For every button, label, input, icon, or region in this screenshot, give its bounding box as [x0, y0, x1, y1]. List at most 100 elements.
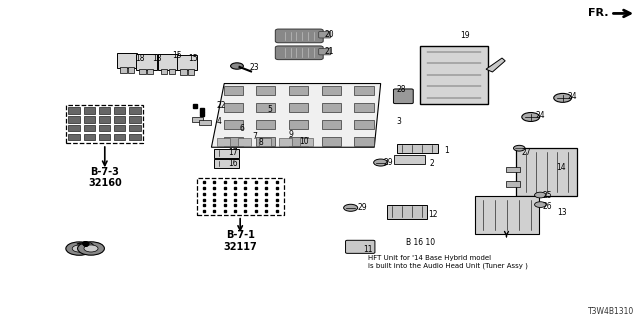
Text: 29: 29 [384, 158, 394, 167]
FancyBboxPatch shape [289, 86, 308, 95]
Text: B-7-3
32160: B-7-3 32160 [88, 167, 122, 188]
Text: 19: 19 [461, 31, 470, 40]
FancyBboxPatch shape [506, 181, 520, 187]
FancyBboxPatch shape [289, 120, 308, 129]
FancyBboxPatch shape [68, 108, 80, 114]
FancyBboxPatch shape [147, 68, 154, 74]
FancyBboxPatch shape [420, 46, 488, 104]
Circle shape [513, 145, 525, 151]
FancyBboxPatch shape [99, 108, 110, 114]
Text: 24: 24 [567, 92, 577, 101]
FancyBboxPatch shape [322, 86, 341, 95]
Text: 1: 1 [444, 146, 449, 155]
FancyBboxPatch shape [84, 116, 95, 123]
FancyBboxPatch shape [120, 67, 127, 73]
FancyBboxPatch shape [223, 137, 243, 146]
Text: 29: 29 [357, 203, 367, 212]
Circle shape [534, 202, 546, 207]
Text: 8: 8 [259, 138, 264, 147]
FancyBboxPatch shape [188, 69, 194, 75]
Text: 2: 2 [430, 159, 435, 168]
Text: HFT Unit for '14 Base Hybrid model
is built into the Audio Head Unit (Tuner Assy: HFT Unit for '14 Base Hybrid model is bu… [368, 255, 528, 269]
FancyBboxPatch shape [355, 86, 374, 95]
Circle shape [77, 242, 104, 255]
Text: 18: 18 [153, 53, 162, 62]
Text: 18: 18 [135, 53, 144, 62]
FancyBboxPatch shape [275, 46, 323, 60]
FancyBboxPatch shape [128, 67, 134, 73]
Text: 27: 27 [521, 148, 531, 156]
FancyBboxPatch shape [169, 68, 175, 74]
Text: 11: 11 [364, 245, 373, 254]
Text: 21: 21 [324, 47, 334, 56]
Polygon shape [486, 58, 505, 72]
FancyBboxPatch shape [140, 68, 146, 74]
FancyBboxPatch shape [158, 54, 178, 70]
FancyBboxPatch shape [68, 125, 80, 131]
FancyBboxPatch shape [322, 120, 341, 129]
FancyBboxPatch shape [346, 240, 375, 253]
FancyBboxPatch shape [223, 103, 243, 112]
FancyBboxPatch shape [84, 125, 95, 131]
FancyBboxPatch shape [516, 148, 577, 196]
FancyBboxPatch shape [223, 120, 243, 129]
FancyBboxPatch shape [84, 108, 95, 114]
FancyBboxPatch shape [180, 69, 186, 75]
FancyBboxPatch shape [99, 125, 110, 131]
FancyBboxPatch shape [394, 89, 413, 104]
FancyBboxPatch shape [191, 117, 203, 122]
FancyBboxPatch shape [256, 86, 275, 95]
FancyBboxPatch shape [84, 133, 95, 140]
FancyBboxPatch shape [280, 138, 292, 146]
Text: 17: 17 [228, 148, 238, 156]
Circle shape [230, 63, 243, 69]
FancyBboxPatch shape [322, 137, 341, 146]
FancyBboxPatch shape [129, 108, 141, 114]
Text: B-7-1
32117: B-7-1 32117 [223, 230, 257, 252]
Circle shape [554, 93, 572, 102]
FancyBboxPatch shape [223, 86, 243, 95]
Text: 15: 15 [172, 51, 182, 60]
Polygon shape [77, 243, 84, 244]
Text: 12: 12 [429, 210, 438, 219]
FancyBboxPatch shape [68, 133, 80, 140]
FancyBboxPatch shape [394, 155, 426, 164]
FancyBboxPatch shape [136, 54, 157, 70]
FancyBboxPatch shape [177, 55, 197, 70]
FancyBboxPatch shape [355, 120, 374, 129]
FancyBboxPatch shape [474, 196, 539, 234]
Polygon shape [84, 243, 90, 244]
FancyBboxPatch shape [238, 138, 251, 146]
FancyBboxPatch shape [114, 125, 125, 131]
FancyBboxPatch shape [129, 116, 141, 123]
FancyBboxPatch shape [289, 103, 308, 112]
FancyBboxPatch shape [319, 49, 331, 55]
Text: 28: 28 [397, 85, 406, 94]
Polygon shape [211, 84, 381, 147]
FancyBboxPatch shape [99, 133, 110, 140]
Text: 6: 6 [239, 124, 244, 132]
Text: T3W4B1310: T3W4B1310 [588, 307, 634, 316]
FancyBboxPatch shape [217, 138, 230, 146]
Text: 5: 5 [268, 105, 273, 114]
FancyBboxPatch shape [161, 68, 168, 74]
FancyBboxPatch shape [114, 116, 125, 123]
FancyBboxPatch shape [256, 120, 275, 129]
Text: 15: 15 [188, 53, 198, 62]
Circle shape [66, 242, 93, 255]
Circle shape [374, 159, 388, 166]
FancyBboxPatch shape [256, 103, 275, 112]
Polygon shape [75, 243, 97, 249]
FancyBboxPatch shape [300, 138, 313, 146]
Text: 26: 26 [542, 202, 552, 211]
Text: 14: 14 [556, 164, 566, 172]
Text: 25: 25 [542, 191, 552, 200]
Circle shape [84, 245, 98, 252]
FancyBboxPatch shape [99, 116, 110, 123]
Text: 24: 24 [536, 111, 545, 120]
Text: B 16 10: B 16 10 [406, 238, 435, 247]
FancyBboxPatch shape [68, 116, 80, 123]
Text: 9: 9 [288, 130, 293, 139]
Circle shape [344, 204, 358, 211]
Circle shape [534, 192, 546, 198]
